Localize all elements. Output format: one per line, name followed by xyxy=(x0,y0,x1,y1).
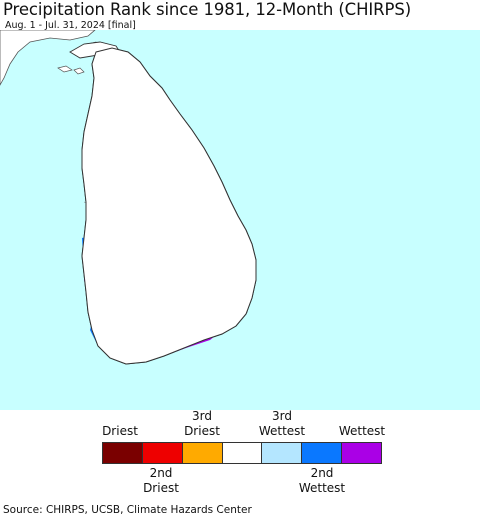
legend-swatch-2nd-wettest xyxy=(302,443,343,463)
legend-swatch-2nd-driest xyxy=(142,443,183,463)
legend-swatch-3rd-wettest xyxy=(262,443,303,463)
islet xyxy=(57,65,73,73)
map-title: Precipitation Rank since 1981, 12-Month … xyxy=(3,0,412,19)
legend-label-3rd-driest: 3rd Driest xyxy=(184,409,220,438)
legend-swatch-wettest xyxy=(342,443,382,463)
source-credit: Source: CHIRPS, UCSB, Climate Hazards Ce… xyxy=(3,504,252,516)
legend-label-2nd-driest: 2nd Driest xyxy=(143,466,179,495)
india-coast xyxy=(0,30,96,86)
legend-label-2nd-wettest: 2nd Wettest xyxy=(298,466,346,495)
legend-label-driest: Driest xyxy=(102,424,138,438)
legend-label-3rd-wettest: 3rd Wettest xyxy=(258,409,306,438)
legend-swatch-driest xyxy=(103,443,143,463)
legend-swatch-3rd-driest xyxy=(182,443,223,463)
islet xyxy=(73,67,85,75)
legend-swatch-normal xyxy=(222,443,263,463)
sri-lanka-precipitation-map xyxy=(0,30,480,410)
legend-color-bar xyxy=(102,442,382,464)
map-subtitle: Aug. 1 - Jul. 31, 2024 [final] xyxy=(5,20,136,31)
legend-label-wettest: Wettest xyxy=(338,424,386,438)
